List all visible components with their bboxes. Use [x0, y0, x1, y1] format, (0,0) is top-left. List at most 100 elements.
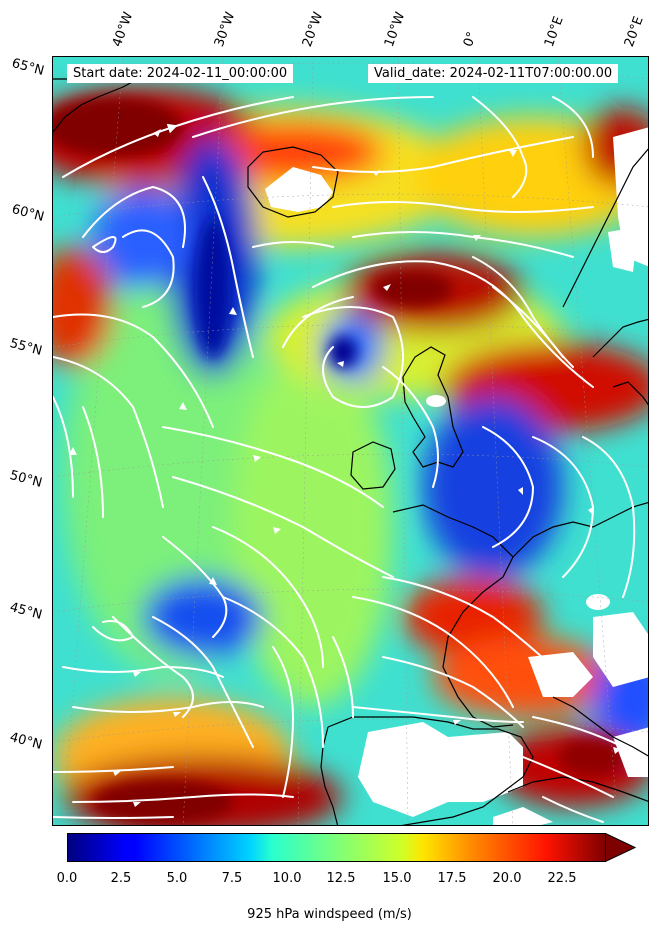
streamline: [192, 96, 434, 138]
streamline: [382, 366, 439, 488]
lat-label-50n: 50°N: [8, 468, 44, 491]
norway-mask: [608, 227, 638, 272]
streamline: [352, 231, 574, 258]
streamline: [53, 816, 174, 819]
baltic-coast: [612, 381, 648, 406]
small-mask: [586, 594, 610, 610]
streamline: [492, 286, 564, 358]
valid-date-label: Valid_date: 2024-02-11T07:00:00.00: [368, 64, 619, 83]
streamline: [332, 636, 354, 718]
stream-arrow: [113, 771, 121, 776]
streamline: [202, 176, 254, 358]
lon-label-10e: 10°E: [541, 14, 567, 50]
stream-arrow: [613, 747, 621, 754]
streamline: [312, 260, 594, 388]
stream-arrow: [133, 672, 141, 677]
start-date-label: Start date: 2024-02-11_00:00:00: [67, 64, 294, 83]
ireland-coast: [350, 441, 396, 490]
stream-arrow: [253, 455, 261, 462]
streamline: [532, 436, 595, 578]
stream-arrow: [179, 402, 187, 410]
streamline: [82, 185, 186, 248]
north-africa-mask: [493, 807, 553, 825]
lat-label-45n: 45°N: [8, 600, 44, 623]
streamline: [162, 426, 384, 508]
colorbar-tick: 7.5: [221, 871, 243, 886]
colorbar: [67, 833, 637, 863]
colorbar-label: 925 hPa windspeed (m/s): [247, 907, 412, 922]
streamline: [53, 766, 174, 773]
streamline: [53, 356, 164, 508]
lon-label-40w: 40°W: [109, 10, 137, 49]
streamline: [92, 236, 117, 253]
lon-label-10w: 10°W: [381, 10, 409, 49]
colorbar-tick: 22.5: [547, 871, 577, 886]
stream-arrow: [373, 170, 381, 176]
streamline: [62, 665, 224, 678]
streamline: [382, 656, 524, 728]
colorbar-gradient: [67, 833, 606, 862]
stream-arrow: [383, 284, 391, 291]
colorbar-tick: 10.0: [272, 871, 302, 886]
map-panel: [52, 56, 649, 826]
lon-label-0: 0°: [460, 29, 481, 49]
streamline-arrows: [69, 129, 621, 807]
stream-arrow: [518, 487, 523, 495]
streamline: [282, 296, 354, 348]
masked-land-areas: [265, 127, 648, 825]
streamline: [472, 96, 528, 198]
norway-coast: [562, 148, 648, 308]
uk-coast: [402, 346, 464, 468]
streamline: [172, 476, 394, 578]
stream-arrow: [229, 307, 237, 315]
stream-arrow: [209, 577, 217, 585]
streamline: [302, 306, 404, 408]
italy-coast: [552, 696, 648, 757]
stream-arrow: [173, 712, 181, 717]
colorbar-tick: 12.5: [326, 871, 356, 886]
colorbar-tick: 2.5: [110, 871, 132, 886]
streamline: [53, 396, 74, 498]
colorbar-extend-arrow: [605, 833, 637, 863]
streamline: [92, 620, 135, 642]
stream-arrow: [133, 802, 141, 807]
stream-arrow: [69, 447, 77, 455]
streamline: [582, 436, 636, 598]
streamline: [542, 796, 604, 823]
streamline: [72, 793, 294, 803]
stream-arrow: [153, 129, 161, 137]
stream-arrow: [473, 235, 481, 241]
iberia-mask: [358, 722, 523, 817]
lat-label-60n: 60°N: [10, 202, 46, 225]
streamline: [332, 201, 594, 213]
lon-label-20w: 20°W: [299, 10, 327, 49]
streamline: [532, 716, 648, 767]
lat-label-55n: 55°N: [8, 336, 44, 359]
small-mask: [426, 395, 446, 407]
colorbar-tick: 20.0: [492, 871, 522, 886]
streamline: [352, 706, 524, 723]
streamline: [482, 426, 535, 548]
northsea-coast: [512, 501, 648, 558]
colorbar-tick: 5.0: [166, 871, 188, 886]
streamline: [252, 241, 334, 248]
streamline: [522, 756, 614, 798]
colorbar-tick: 17.5: [437, 871, 467, 886]
windspeed-detail: [53, 97, 628, 824]
iceland-mask: [265, 167, 333, 212]
alpine-east-mask: [613, 727, 648, 777]
lon-label-20e: 20°E: [621, 14, 647, 50]
stream-arrow: [337, 361, 344, 367]
streamlines: [53, 96, 648, 823]
france-coast: [392, 504, 514, 728]
stream-arrow: [453, 720, 461, 725]
streamline: [152, 616, 254, 748]
streamline: [122, 229, 175, 308]
streamline: [312, 136, 574, 173]
colorbar-tick: 0.0: [56, 871, 78, 886]
streamline: [72, 701, 264, 713]
streamline: [352, 596, 514, 708]
stream-arrow: [509, 150, 517, 157]
alps-mask: [593, 612, 648, 687]
streamline: [222, 596, 324, 748]
